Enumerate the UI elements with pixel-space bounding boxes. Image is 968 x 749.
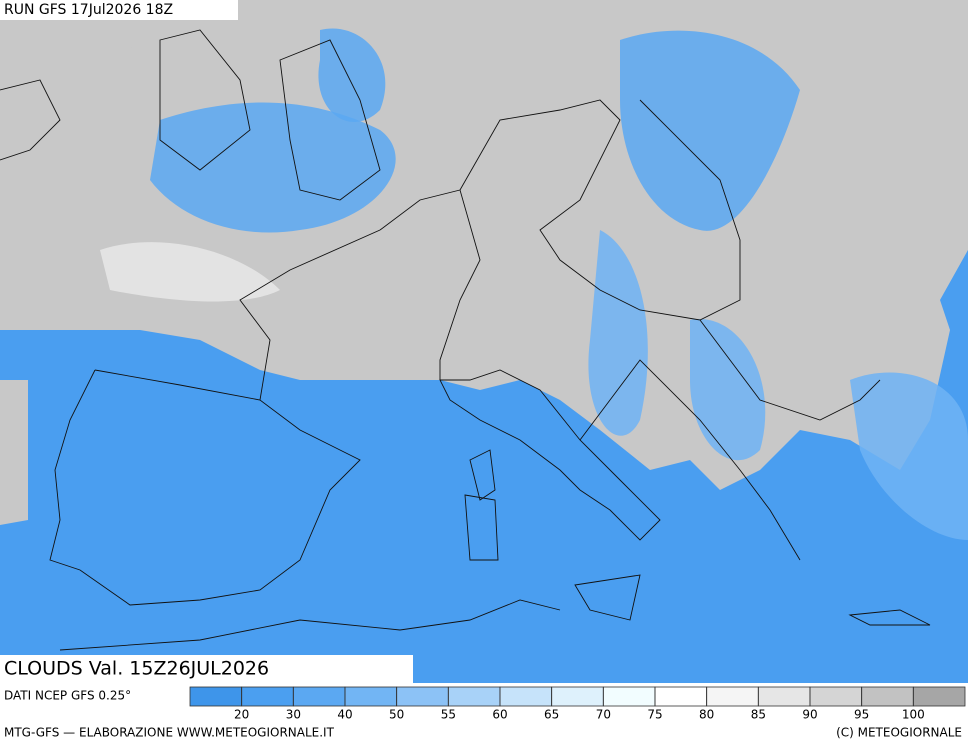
legend-swatch (602, 686, 656, 707)
cloud-band (588, 230, 648, 436)
legend-swatch (706, 686, 759, 707)
source-label: DATI NCEP GFS 0.25° (4, 689, 131, 703)
cloud-band (100, 242, 280, 302)
tick-label: 30 (286, 708, 301, 722)
map (0, 0, 968, 683)
legend-swatch (809, 686, 863, 707)
tick-label: 55 (441, 708, 456, 722)
cloud-band (318, 28, 386, 122)
run-box (0, 0, 238, 20)
tick-label: 70 (596, 708, 611, 722)
tick-label: 90 (802, 708, 817, 722)
footer-left: MTG-GFS — ELABORAZIONE WWW.METEOGIORNALE… (4, 726, 335, 740)
tick-label: 100 (902, 708, 925, 722)
coastline (49, 369, 361, 606)
cloud-area (0, 380, 28, 525)
coastline (59, 599, 931, 651)
legend-swatch (654, 686, 708, 707)
colorbar: 20 30 40 50 55 60 65 70 75 80 85 90 95 100 (189, 686, 966, 722)
tick-label: 40 (337, 708, 352, 722)
cloud-band (150, 102, 396, 233)
legend-swatch (396, 686, 449, 707)
legend-swatch (912, 686, 966, 707)
tick-label: 20 (234, 708, 249, 722)
legend-swatch (292, 686, 346, 707)
legend-swatch (344, 686, 398, 707)
field-box (0, 655, 413, 683)
tick-label: 80 (699, 708, 714, 722)
legend-swatch (447, 686, 501, 707)
legend-swatch (757, 686, 811, 707)
country-border (239, 99, 881, 561)
tick-label: 60 (492, 708, 507, 722)
coastline (0, 29, 381, 201)
cloud-band (850, 372, 968, 540)
tick-label: 85 (751, 708, 766, 722)
footer-right: (C) METEOGIORNALE (836, 726, 962, 740)
legend-swatch (551, 686, 604, 707)
coastline (439, 369, 661, 541)
coastline (464, 449, 641, 621)
tick-label: 65 (544, 708, 559, 722)
cloud-band (620, 30, 800, 231)
tick-label: 75 (647, 708, 662, 722)
legend-swatch (241, 686, 294, 707)
legend-swatch (189, 686, 243, 707)
tick-label: 95 (854, 708, 869, 722)
legend-swatch (499, 686, 553, 707)
legend-swatch (861, 686, 914, 707)
run-label: RUN GFS 17Jul2026 18Z (4, 2, 173, 18)
field-label: CLOUDS Val. 15Z26JUL2026 (4, 658, 269, 680)
tick-label: 50 (389, 708, 404, 722)
cloud-band (690, 319, 766, 461)
